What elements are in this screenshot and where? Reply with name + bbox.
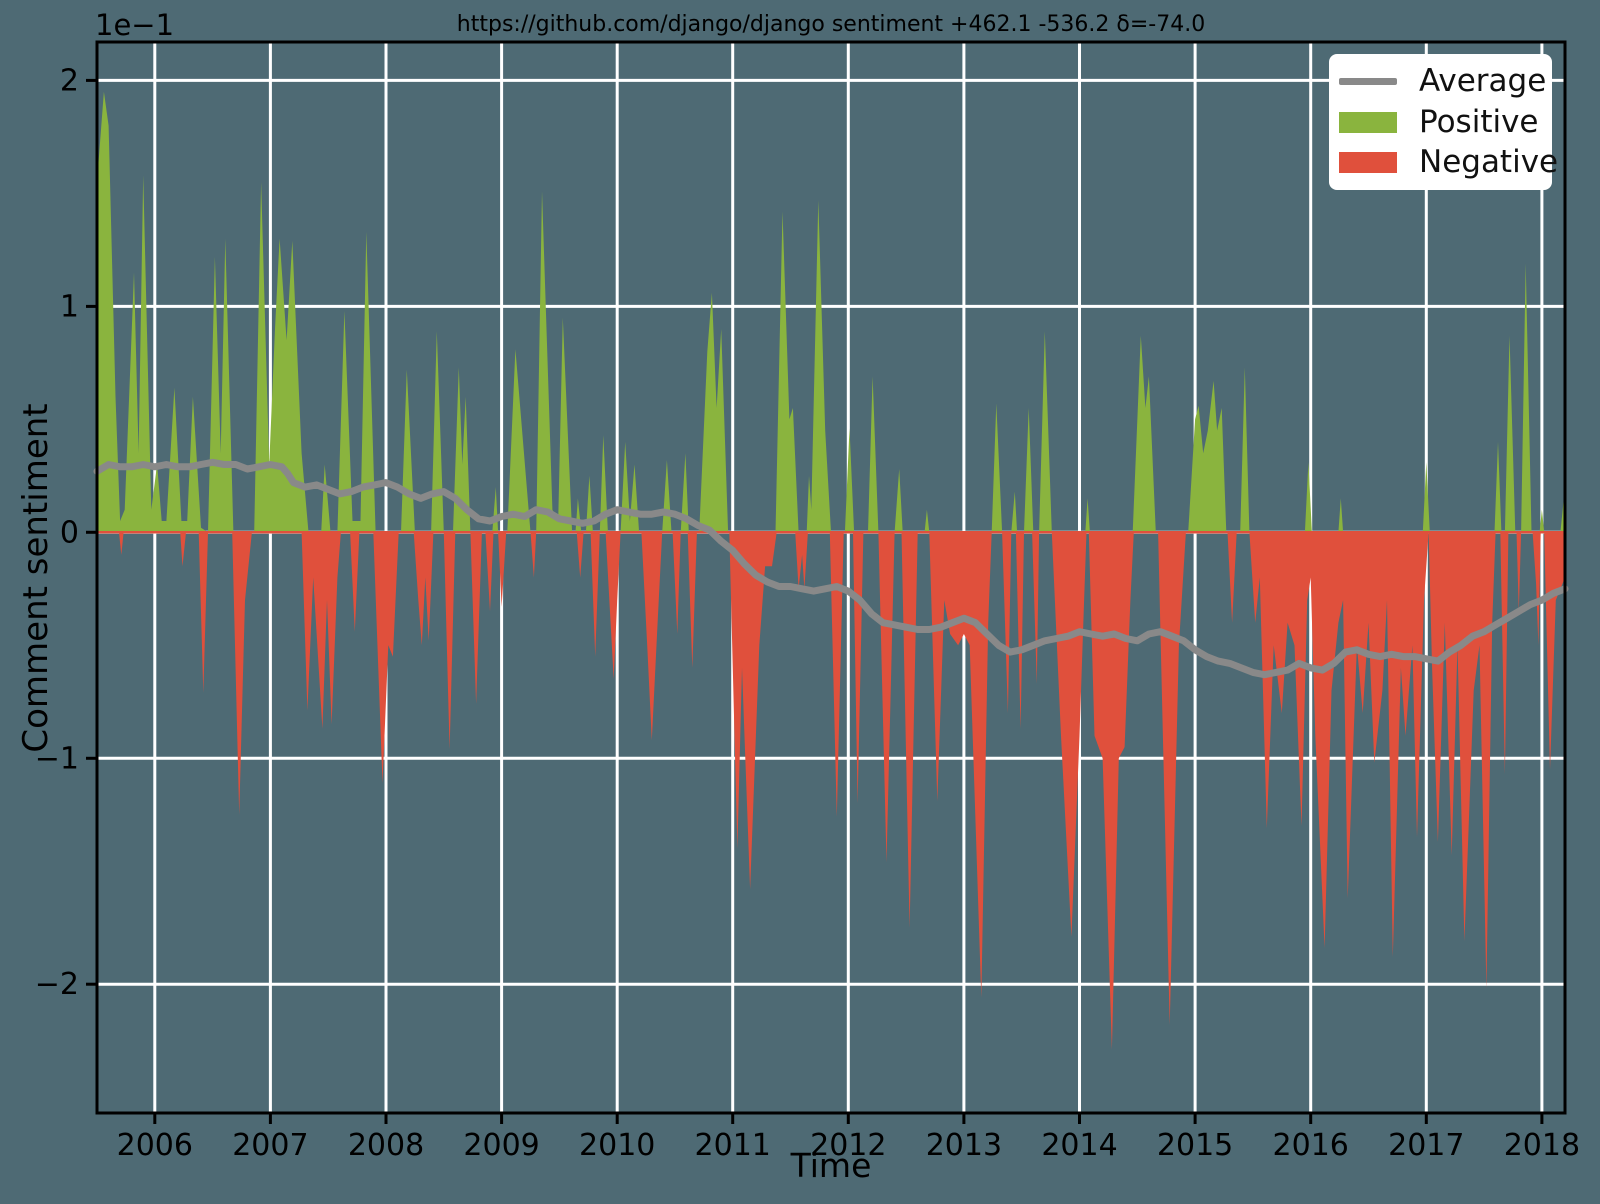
- y-tick-label: 2: [60, 63, 79, 98]
- y-tick-label: −2: [35, 967, 79, 1002]
- legend-label-average: Average: [1419, 62, 1547, 99]
- y-tick-label: 0: [60, 515, 79, 550]
- negative-patch-swatch: [1339, 152, 1397, 174]
- y-tick-label: −1: [35, 741, 79, 776]
- average-line-swatch: [1339, 77, 1397, 85]
- x-axis-label: Time: [790, 1146, 872, 1185]
- x-tick-label: 2014: [1041, 1128, 1117, 1163]
- x-tick-label: 2016: [1273, 1128, 1349, 1163]
- positive-sentiment-area: [97, 91, 1565, 533]
- y-axis-offset-label: 1e−1: [95, 8, 175, 42]
- legend-item-average: Average: [1329, 62, 1552, 99]
- x-tick-label: 2007: [232, 1128, 308, 1163]
- average-sentiment-line: [93, 458, 1569, 679]
- legend-label-positive: Positive: [1419, 103, 1539, 140]
- legend-label-negative: Negative: [1419, 144, 1559, 181]
- axes-frame: [95, 40, 1567, 1115]
- legend-item-negative: Negative: [1329, 147, 1558, 178]
- x-tick-label: 2011: [695, 1128, 771, 1163]
- negative-sentiment-area: [97, 532, 1565, 1050]
- x-tick-label: 2018: [1504, 1128, 1580, 1163]
- y-axis-label: Comment sentiment: [16, 403, 56, 753]
- x-tick-label: 2015: [1157, 1128, 1233, 1163]
- x-tick-label: 2013: [926, 1128, 1002, 1163]
- y-tick-label: 1: [60, 289, 79, 324]
- legend-item-positive: Positive: [1329, 103, 1552, 140]
- chart-title: https://github.com/django/django sentime…: [456, 12, 1206, 37]
- legend: Average Positive Negative: [1329, 54, 1558, 190]
- positive-patch-swatch: [1339, 111, 1397, 133]
- x-tick-label: 2008: [348, 1128, 424, 1163]
- x-tick-label: 2009: [463, 1128, 539, 1163]
- x-tick-label: 2006: [117, 1128, 193, 1163]
- x-tick-label: 2017: [1388, 1128, 1464, 1163]
- x-tick-label: 2010: [579, 1128, 655, 1163]
- x-tick-label: 2012: [810, 1128, 886, 1163]
